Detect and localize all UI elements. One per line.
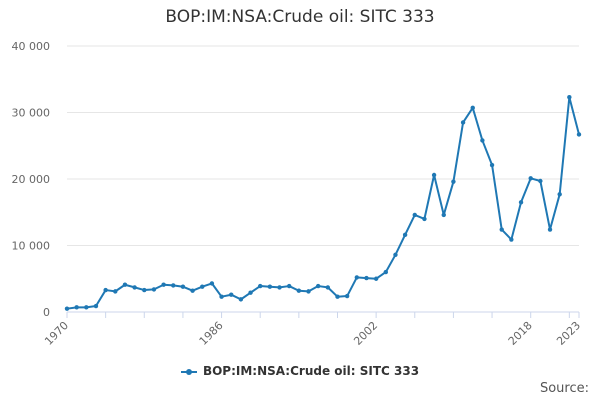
data-point[interactable] xyxy=(393,252,398,258)
data-point[interactable] xyxy=(122,282,128,287)
legend-swatch xyxy=(180,368,197,375)
data-point[interactable] xyxy=(460,120,466,125)
data-point[interactable] xyxy=(142,287,147,293)
x-tick-label: 2018 xyxy=(506,319,535,348)
data-point[interactable] xyxy=(441,212,446,218)
x-axis: 1970 1986 2002 2018 2023 xyxy=(42,311,583,348)
data-point[interactable] xyxy=(509,237,514,242)
data-point[interactable] xyxy=(209,281,215,286)
y-tick-label: 0 xyxy=(43,306,50,319)
data-point[interactable] xyxy=(277,285,282,290)
data-point[interactable] xyxy=(480,138,485,143)
data-point[interactable] xyxy=(518,200,524,205)
data-point[interactable] xyxy=(258,283,263,289)
data-point[interactable] xyxy=(296,288,302,293)
data-point[interactable] xyxy=(354,275,360,280)
data-point[interactable] xyxy=(306,289,311,294)
data-point[interactable] xyxy=(180,284,186,289)
data-point[interactable] xyxy=(200,284,205,289)
source-label: Source: xyxy=(539,381,589,396)
data-point[interactable] xyxy=(171,283,176,288)
x-tick-label: 1970 xyxy=(42,319,71,348)
data-point[interactable] xyxy=(151,287,157,292)
data-point[interactable] xyxy=(238,297,244,302)
data-point[interactable] xyxy=(431,172,437,178)
data-point[interactable] xyxy=(528,176,533,181)
data-point[interactable] xyxy=(576,132,582,137)
data-point[interactable] xyxy=(422,216,427,222)
data-point[interactable] xyxy=(499,227,504,232)
x-tick-label: 2023 xyxy=(554,319,583,348)
data-point[interactable] xyxy=(103,287,108,293)
data-point[interactable] xyxy=(267,284,273,289)
data-point[interactable] xyxy=(93,303,99,309)
x-tick-label: 1986 xyxy=(197,319,226,348)
data-point[interactable] xyxy=(248,290,253,295)
x-tick-label: 2002 xyxy=(351,319,380,348)
data-point[interactable] xyxy=(286,283,292,289)
data-point[interactable] xyxy=(229,292,234,297)
data-point[interactable] xyxy=(383,269,388,275)
data-point[interactable] xyxy=(547,227,553,232)
y-tick-label: 40 000 xyxy=(12,40,51,53)
data-point[interactable] xyxy=(373,276,379,281)
y-tick-label: 10 000 xyxy=(12,240,51,253)
data-point[interactable] xyxy=(315,283,321,289)
data-point[interactable] xyxy=(567,95,572,100)
data-point[interactable] xyxy=(538,178,543,184)
grid-lines xyxy=(67,45,579,313)
legend[interactable]: BOP:IM:NSA:Crude oil: SITC 333 xyxy=(0,364,600,378)
data-point[interactable] xyxy=(344,293,350,299)
legend-label: BOP:IM:NSA:Crude oil: SITC 333 xyxy=(202,364,420,378)
data-point[interactable] xyxy=(470,105,475,111)
data-point[interactable] xyxy=(132,285,137,290)
data-point[interactable] xyxy=(190,288,195,293)
data-point[interactable] xyxy=(161,282,166,287)
data-point[interactable] xyxy=(84,305,89,310)
data-point[interactable] xyxy=(325,285,331,290)
data-point[interactable] xyxy=(451,179,456,184)
data-point[interactable] xyxy=(64,306,70,311)
data-point[interactable] xyxy=(219,294,224,299)
data-point[interactable] xyxy=(402,232,408,238)
data-point[interactable] xyxy=(412,212,417,218)
chart-title: BOP:IM:NSA:Crude oil: SITC 333 xyxy=(165,7,435,27)
y-axis: 0 10 000 20 000 30 000 40 000 xyxy=(12,40,51,319)
data-point[interactable] xyxy=(489,162,495,168)
data-point[interactable] xyxy=(74,305,79,310)
y-tick-label: 20 000 xyxy=(12,173,51,186)
y-tick-label: 30 000 xyxy=(12,107,51,120)
data-point[interactable] xyxy=(113,289,118,294)
series-layer xyxy=(64,95,582,311)
data-point[interactable] xyxy=(364,275,369,281)
data-point[interactable] xyxy=(335,294,340,299)
data-point[interactable] xyxy=(557,192,562,197)
series-line xyxy=(66,96,580,310)
